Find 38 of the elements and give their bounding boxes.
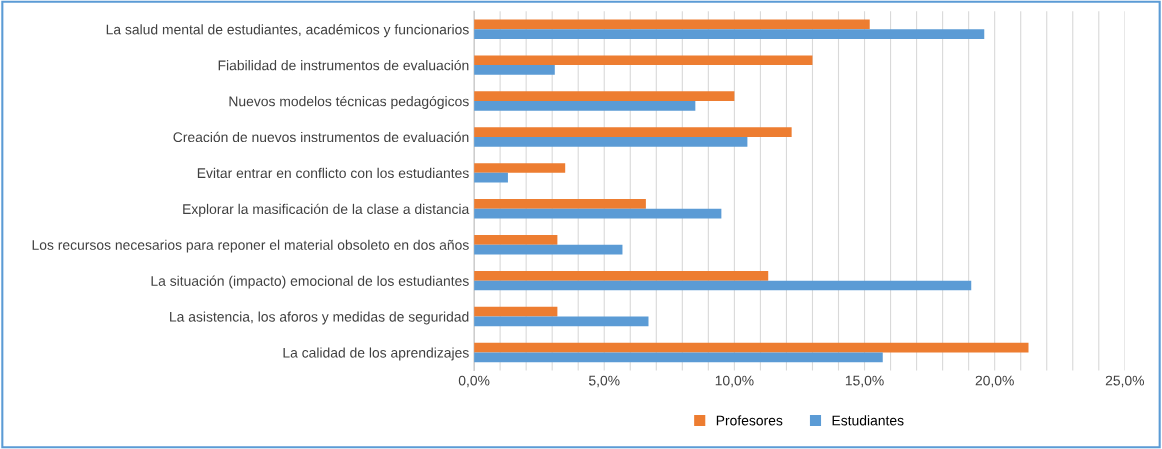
x-tick-label: 25,0% [1105, 375, 1145, 388]
bar [474, 280, 972, 291]
y-tick-label: Fiabilidad de instrumentos de evaluación [218, 59, 469, 71]
bar [474, 65, 555, 75]
bar [474, 127, 792, 137]
x-tick-label: 15,0% [845, 375, 884, 388]
bar [474, 352, 883, 363]
y-tick-label: Creación de nuevos instrumentos de evaluación [173, 131, 469, 143]
bar [474, 136, 748, 147]
bar [474, 172, 508, 183]
bar [474, 316, 649, 327]
bar [474, 91, 735, 102]
bar [474, 101, 696, 111]
bar [474, 244, 623, 255]
bar [474, 29, 985, 39]
y-tick-label: La calidad de los aprendizajes [283, 347, 469, 361]
bar [474, 55, 813, 66]
bar [474, 208, 722, 219]
y-tick-label: Nuevos modelos técnicas pedagógicos [229, 95, 469, 110]
x-tick-label: 5,0% [588, 375, 620, 388]
bar [474, 306, 558, 317]
x-tick-label: 0,0% [458, 375, 490, 388]
x-tick-label: 20,0% [975, 375, 1014, 388]
bar [474, 199, 646, 209]
bar [474, 235, 558, 245]
bar [474, 270, 769, 281]
y-tick-label: Evitar entrar en conflicto con los estudiantes [197, 167, 469, 179]
y-tick-label: La asistencia, los aforos y medidas de seguridad [170, 311, 469, 325]
bar [474, 163, 566, 173]
bar [474, 19, 870, 30]
bar [474, 342, 1029, 353]
y-tick-label: La salud mental de estudiantes, académicos y funcionarios [106, 24, 469, 38]
y-tick-label: Los recursos necesarios para reponer el material obsoleto en dos años [32, 239, 469, 253]
legend-label: Profesores [716, 415, 783, 426]
y-tick-label: La situación (impacto) emocional de los estudiantes [151, 275, 469, 289]
y-tick-label: Explorar la masificación de la clase a distancia [183, 203, 470, 217]
legend-label: Estudiantes [832, 415, 904, 426]
x-tick-label: 10,0% [715, 375, 754, 388]
